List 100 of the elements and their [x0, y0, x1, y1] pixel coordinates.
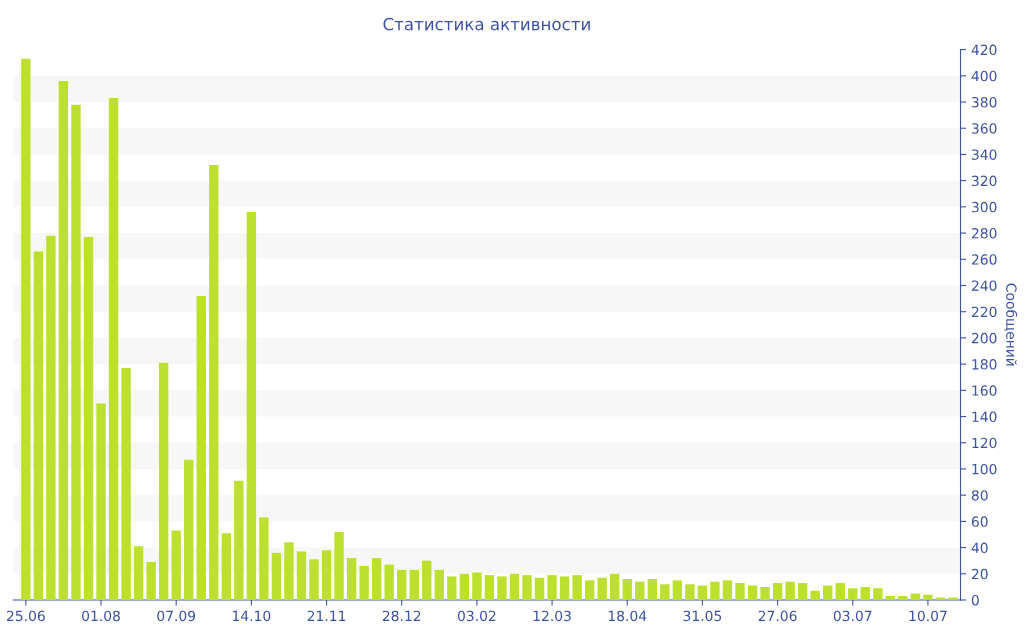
bar — [83, 237, 94, 600]
bar — [384, 564, 394, 600]
bar — [108, 98, 119, 600]
bar — [622, 579, 632, 600]
bar — [697, 585, 708, 600]
bar — [797, 582, 808, 600]
bar — [559, 576, 570, 600]
bar — [898, 596, 908, 600]
bar — [334, 531, 344, 600]
bar — [610, 573, 620, 600]
bar — [371, 558, 382, 600]
bar — [46, 235, 56, 600]
bar — [722, 580, 733, 600]
bar — [647, 579, 657, 600]
y-tick-label: 260 — [971, 254, 997, 265]
x-tick-label: 10.07 — [909, 610, 947, 622]
bar — [158, 362, 169, 600]
bar — [171, 530, 181, 600]
y-tick-label: 0 — [971, 594, 979, 606]
x-tick-label: 21.11 — [307, 610, 346, 621]
y-tick-label: 420 — [971, 44, 997, 56]
y-tick-label: 180 — [972, 359, 997, 370]
x-tick-label: 14.10 — [233, 610, 271, 622]
bar — [234, 480, 244, 600]
bar — [672, 580, 683, 600]
bar — [133, 546, 144, 600]
y-tick-label: 80 — [971, 490, 988, 501]
bar — [772, 582, 783, 600]
bar — [33, 251, 44, 600]
bar — [572, 575, 582, 600]
y-axis-title: Сообщений — [1004, 283, 1018, 366]
bar — [860, 586, 870, 600]
bar — [21, 58, 31, 600]
bar — [221, 533, 232, 600]
x-tick-label: 07.09 — [157, 610, 196, 622]
bar — [935, 597, 946, 600]
bar — [710, 581, 720, 600]
bar — [459, 573, 470, 600]
y-tick-label: 280 — [971, 228, 997, 239]
bar — [660, 584, 670, 600]
bar — [522, 575, 532, 600]
x-tick-label: 27.06 — [758, 610, 797, 622]
bar — [747, 585, 758, 600]
bar — [346, 558, 357, 600]
bar — [71, 104, 81, 600]
y-tick-label: 160 — [972, 385, 997, 396]
bar — [534, 577, 545, 600]
y-tick-label: 60 — [971, 516, 988, 527]
y-tick-label: 320 — [971, 175, 997, 187]
bar — [923, 594, 933, 600]
bar — [321, 550, 332, 600]
y-tick-label: 120 — [972, 437, 997, 449]
bar — [184, 459, 194, 600]
bar — [848, 588, 858, 600]
bar — [823, 585, 833, 600]
chart-title: Статистика активности — [383, 17, 590, 31]
y-tick-label: 400 — [971, 70, 997, 82]
bar — [597, 577, 607, 600]
x-tick-label: 31.05 — [683, 610, 722, 622]
bar — [422, 560, 432, 600]
x-tick-label: 01.08 — [82, 610, 120, 622]
bar — [910, 593, 921, 600]
y-tick-label: 340 — [971, 149, 997, 160]
bar — [271, 552, 282, 600]
bar — [296, 551, 307, 600]
bar — [497, 576, 507, 600]
bar — [397, 569, 407, 600]
x-tick-label: 03.02 — [457, 610, 496, 622]
bar — [434, 569, 444, 600]
x-tick-label: 03.07 — [833, 610, 872, 622]
x-tick-label: 18.04 — [608, 610, 647, 622]
bar — [209, 164, 219, 600]
bar — [121, 368, 131, 600]
bar — [509, 573, 520, 600]
bar — [685, 584, 695, 600]
x-tick-label: 25.06 — [6, 610, 45, 622]
bar — [472, 572, 482, 600]
bar — [409, 569, 419, 600]
y-tick-label: 380 — [971, 96, 997, 108]
bar — [58, 81, 69, 600]
y-tick-label: 140 — [972, 411, 997, 423]
y-tick-label: 300 — [971, 201, 997, 213]
bar — [635, 581, 645, 600]
bar — [584, 580, 595, 600]
y-tick-label: 200 — [971, 332, 997, 344]
bar — [785, 581, 795, 600]
bar — [359, 565, 369, 600]
x-tick-label: 12.03 — [533, 610, 571, 622]
bar — [96, 403, 106, 600]
bar — [484, 575, 495, 600]
y-tick-label: 20 — [971, 568, 988, 580]
bar — [259, 517, 269, 600]
bar — [760, 586, 770, 600]
bar — [246, 212, 257, 600]
bar — [948, 597, 958, 600]
y-tick-label: 360 — [971, 123, 997, 134]
bar — [810, 590, 820, 600]
y-tick-label: 40 — [971, 542, 988, 554]
bar — [447, 576, 457, 600]
bar — [146, 562, 156, 600]
